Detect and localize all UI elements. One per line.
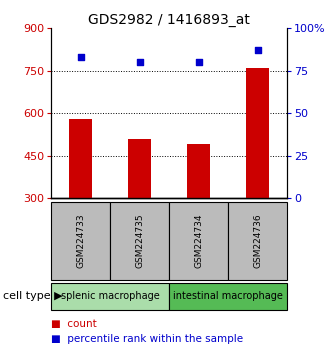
Bar [51,202,110,280]
Text: ■  count: ■ count [51,319,97,329]
Text: GSM224736: GSM224736 [253,213,262,268]
Text: GSM224735: GSM224735 [135,213,144,268]
Bar [69,119,92,198]
Point [255,47,260,53]
Bar [51,283,169,310]
Text: ■  percentile rank within the sample: ■ percentile rank within the sample [51,334,243,344]
Title: GDS2982 / 1416893_at: GDS2982 / 1416893_at [88,13,250,27]
Bar [228,202,287,280]
Point [196,59,201,65]
Point [137,59,142,65]
Bar [187,144,211,198]
Bar [128,139,151,198]
Bar [169,283,287,310]
Text: GSM224734: GSM224734 [194,213,203,268]
Text: intestinal macrophage: intestinal macrophage [173,291,283,302]
Bar [246,68,269,198]
Bar [169,202,228,280]
Bar [110,202,169,280]
Point [78,55,83,60]
Text: splenic macrophage: splenic macrophage [61,291,159,302]
Text: cell type ▶: cell type ▶ [3,291,63,302]
Text: GSM224733: GSM224733 [76,213,85,268]
